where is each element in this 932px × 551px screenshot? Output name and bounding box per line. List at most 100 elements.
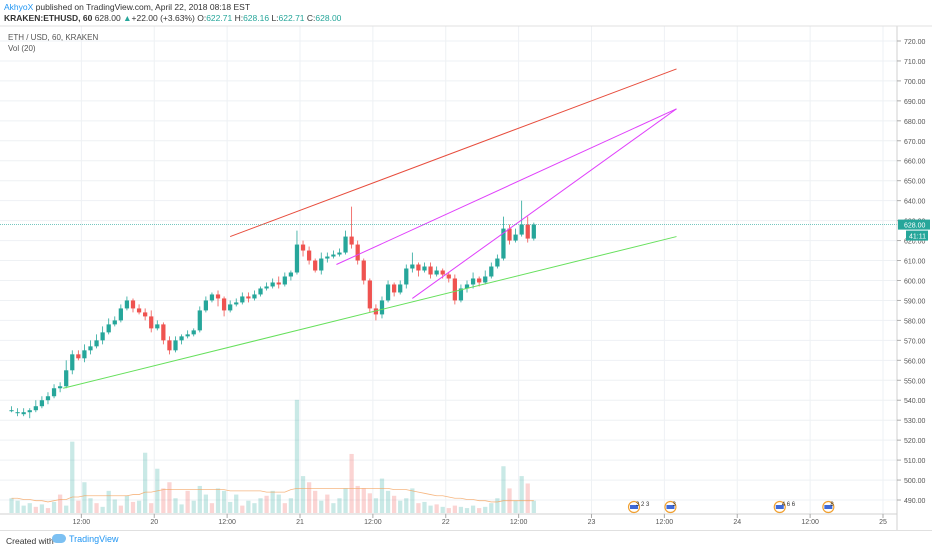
volume-bar <box>221 490 227 513</box>
candle-body <box>398 284 403 293</box>
countdown-tag-label: 41:11 <box>909 234 926 241</box>
candle-body <box>422 266 427 271</box>
volume-bar <box>446 508 451 513</box>
candle-body <box>21 412 26 415</box>
candle-body <box>306 250 312 261</box>
candle-body <box>112 320 117 325</box>
price-tick-label: 720.00 <box>904 39 926 46</box>
volume-bar <box>203 494 208 513</box>
volume-bar <box>100 506 105 513</box>
volume-bar <box>27 503 32 513</box>
low-label: L: <box>271 13 279 23</box>
time-tick-label: 12:00 <box>801 519 819 526</box>
volume-bar <box>343 488 348 513</box>
price-tags: 628.00 41:11 <box>898 219 930 241</box>
candle-body <box>228 304 233 311</box>
time-tick-label: 25 <box>879 519 887 526</box>
candle-body <box>288 272 294 277</box>
volume-bar <box>228 501 233 513</box>
volume-bar <box>15 500 20 513</box>
candle-body <box>416 264 421 271</box>
volume-bar <box>440 506 445 513</box>
volume-bar <box>234 494 239 513</box>
drawn-trendlines[interactable] <box>63 68 677 389</box>
candle-body <box>64 370 69 387</box>
time-axis[interactable]: 12:00 20 12:00 21 12:00 22 12:00 23 12:00 24 12:00… <box>73 514 887 526</box>
candle-body <box>118 308 123 321</box>
volume-bar <box>191 500 196 513</box>
price-tick-label: 510.00 <box>904 458 926 465</box>
volume-bar <box>501 466 506 513</box>
candle-body <box>161 324 166 341</box>
volume-bar <box>434 504 439 513</box>
candle-body <box>410 264 415 269</box>
candle-body <box>124 300 130 309</box>
volume-bar <box>349 453 354 513</box>
candle-body <box>143 312 148 317</box>
volume-bar <box>143 452 148 513</box>
price-tick-label: 530.00 <box>904 418 926 425</box>
event-flag-label: 3 <box>672 502 676 508</box>
volume-bar <box>173 498 178 513</box>
volume-bar <box>470 505 476 513</box>
price-tick-label: 640.00 <box>904 199 926 206</box>
volume-bar <box>373 498 379 513</box>
candle-body <box>88 346 93 351</box>
open-label: O: <box>197 13 207 23</box>
candle-body <box>179 336 184 341</box>
volume-bar <box>106 490 111 513</box>
volume-bar <box>300 476 306 513</box>
candle-body <box>300 244 306 251</box>
candle-body <box>106 324 111 333</box>
change-up-icon: ▲ <box>123 13 132 23</box>
volume-bar <box>452 505 457 513</box>
candle-body <box>489 266 494 277</box>
wedge-lower-line <box>412 108 677 299</box>
volume-bar <box>215 488 221 513</box>
candle-body <box>282 276 287 285</box>
candle-body <box>464 284 470 289</box>
volume-bar <box>167 482 172 513</box>
time-tick-label: 12:00 <box>510 519 528 526</box>
volume-bar <box>39 504 45 513</box>
price-tick-label: 650.00 <box>904 179 926 186</box>
volume-bar <box>64 505 69 513</box>
volume-bar <box>319 500 324 513</box>
volume-bar <box>185 490 190 513</box>
volume-bar <box>21 505 26 513</box>
candle-body <box>519 224 524 235</box>
candle-body <box>325 256 330 259</box>
tradingview-brand: TradingView <box>69 534 119 544</box>
candle-body <box>9 410 14 412</box>
candle-body <box>313 260 318 271</box>
price-axis[interactable]: 490.00 500.00 510.00 520.00 530.00 540.00 550.… <box>897 39 926 505</box>
price-tick-label: 560.00 <box>904 358 926 365</box>
volume-bar <box>477 508 482 513</box>
candle-body <box>221 298 227 311</box>
legend-main-series[interactable]: ETH / USD, 60, KRAKEN <box>8 33 99 42</box>
time-tick-label: 21 <box>296 519 304 526</box>
volume-bars <box>9 399 536 513</box>
tradingview-logo[interactable]: TradingView <box>52 534 119 544</box>
volume-bar <box>355 485 360 513</box>
volume-bar <box>9 498 14 513</box>
volume-bar <box>531 500 536 513</box>
author-link[interactable]: AkhyoX <box>4 2 34 12</box>
candle-body <box>379 300 385 315</box>
volume-bar <box>513 500 518 513</box>
price-tick-label: 690.00 <box>904 99 926 106</box>
candle-body <box>191 330 196 335</box>
candle-body <box>70 354 75 371</box>
close-label: C: <box>306 13 316 23</box>
volume-bar <box>288 498 294 513</box>
candle-body <box>252 294 257 299</box>
event-flags[interactable]: 3 2 3 3 4 6 6 8 <box>627 500 835 514</box>
legend-volume[interactable]: Vol (20) <box>8 44 36 53</box>
volume-bar <box>94 503 99 513</box>
candle-body <box>270 282 275 287</box>
candle-body <box>94 340 99 347</box>
candle-body <box>361 260 366 281</box>
price-tick-label: 600.00 <box>904 278 926 285</box>
candle-body <box>234 302 239 305</box>
